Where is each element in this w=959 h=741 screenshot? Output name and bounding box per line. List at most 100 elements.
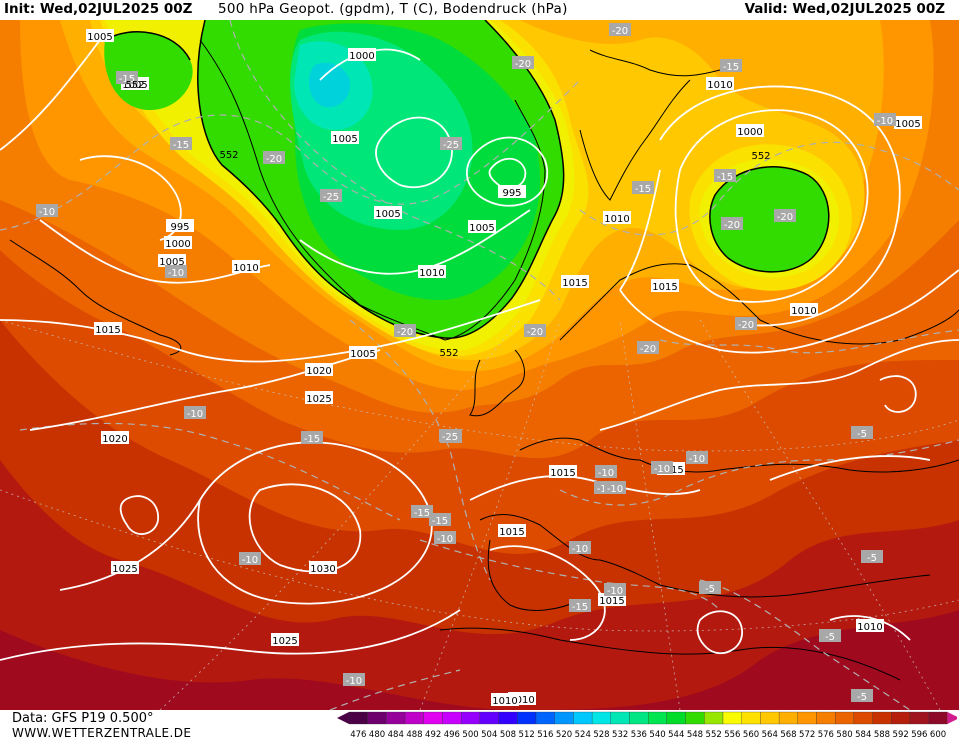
legend-value: 500 [462,730,478,740]
legend-value: 588 [874,730,890,740]
legend-swatch [835,711,855,725]
legend-value: 476 [350,730,366,740]
pressure-label-text: 1000 [737,127,762,138]
legend-value: 556 [724,730,740,740]
pressure-label: 1005 [468,220,496,234]
data-source-label: Data: GFS P19 0.500° [12,711,154,726]
temperature-label-text: -10 [346,676,362,687]
temperature-label-text: -25 [443,140,459,151]
pressure-label-text: 1025 [306,394,331,405]
temperature-label-text: -15 [572,602,588,613]
pressure-label-text: 1010 [509,695,534,706]
legend-value: 572 [799,730,815,740]
height-label: 552 [439,348,458,359]
fill-548-west [104,31,193,110]
legend-arrow-low [337,712,349,724]
temperature-label: -10 [686,451,708,465]
pressure-label: 1010 [603,211,631,225]
pressure-label-text: 995 [170,222,189,233]
pressure-label: 1000 [736,124,764,138]
legend-swatch [479,711,499,725]
temperature-label: -15 [720,59,742,73]
legend-swatch [778,711,798,725]
pressure-label-text: 1010 [791,306,816,317]
temperature-label: -20 [721,217,743,231]
pressure-label-text: 1005 [159,257,184,268]
temperature-label: -5 [819,629,841,643]
temperature-label-text: -15 [717,172,733,183]
pressure-label: 1000 [164,236,192,250]
pressure-label-text: 1020 [306,366,331,377]
legend-swatch [535,711,555,725]
temperature-label: -10 [569,541,591,555]
temperature-label-text: -15 [635,184,651,195]
pressure-label-text: 1005 [332,134,357,145]
pressure-label: 1005 [331,131,359,145]
pressure-label: 1010 [491,693,519,707]
graticule [0,319,959,710]
temperature-label-text: -15 [304,434,320,445]
pressure-label-text: 1000 [349,51,374,62]
height-label: 552 [751,151,770,162]
temperature-label: -10 [36,204,58,218]
temperature-label-text: -25 [442,432,458,443]
temperature-label-text: -10 [689,454,705,465]
legend-value: 600 [930,730,946,740]
temperature-label-text: -15 [119,74,135,85]
pressure-label: 1020 [101,431,129,445]
temperature-label-text: -15 [723,62,739,73]
legend-value: 532 [612,730,628,740]
temperature-label: -25 [439,429,461,443]
temperature-label-text: -10 [187,409,203,420]
legend-value: 508 [500,730,516,740]
legend-value: 584 [855,730,871,740]
pressure-label: 1010 [418,265,446,279]
temperature-label: -15 [116,71,138,85]
temperature-label: -10 [604,583,626,597]
temperature-label-text: -20 [777,212,793,223]
legend-swatch [517,711,537,725]
temperature-label-text: -20 [640,344,656,355]
temperature-label-text: -10 [242,555,258,566]
temperature-label-text: -20 [527,327,543,338]
temperature-label: -25 [320,189,342,203]
temperature-label: -15 [411,505,433,519]
legend-swatch [760,711,780,725]
legend-swatch [704,711,724,725]
legend-values: 476 480 484 488 492 496 500 504 508 512 516 520 524 5… [350,730,946,740]
pressure-label: 1015 [549,465,577,479]
legend-swatch [872,711,892,725]
legend-swatch [610,711,630,725]
pressure-label: 1025 [305,391,333,405]
pressure-label-text: 1015 [652,282,677,293]
temperature-label-text: -5 [825,632,835,643]
height-label: 552 [125,80,144,91]
temperature-label-text: -20 [266,154,282,165]
temperature-label-text: -20 [515,59,531,70]
legend-value: 492 [425,730,441,740]
pressure-label: 995 [498,185,526,199]
legend-value: 576 [818,730,834,740]
pressure-label-text: 1010 [707,80,732,91]
legend-value: 516 [537,730,553,740]
temperature-label: -20 [394,324,416,338]
temperature-label: -10 [604,481,626,495]
pressure-label: 995 [166,219,194,233]
legend-swatch [404,711,424,725]
temperature-label-text: -10 [607,586,623,597]
legend-value: 540 [649,730,665,740]
pressure-label-text: 1015 [95,325,120,336]
temperature-label-text: -15 [414,508,430,519]
legend-value: 496 [444,730,460,740]
temperature-label-text: -5 [857,692,867,703]
temperature-label: -10 [434,531,456,545]
temperature-label: -5 [851,689,873,703]
temperature-label: -10 [343,673,365,687]
legend-swatch [367,711,387,725]
temperature-label: -15 [170,137,192,151]
pressure-label-text: 1005 [350,349,375,360]
temperature-label: -5 [699,581,721,595]
legend-swatch [648,711,668,725]
weather-map: 1005 1005 1000 1010 1005 995 1000 1005 1015 1015 1… [0,20,959,710]
legend-swatch [853,711,873,725]
